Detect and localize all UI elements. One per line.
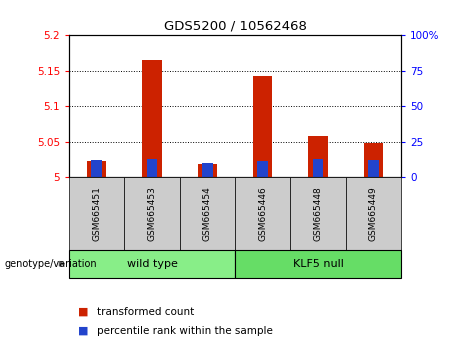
Text: KLF5 null: KLF5 null — [293, 259, 343, 269]
Bar — [180, 177, 235, 250]
Text: GSM665454: GSM665454 — [203, 186, 212, 241]
Text: transformed count: transformed count — [97, 307, 194, 316]
Text: wild type: wild type — [127, 259, 177, 269]
Bar — [69, 177, 124, 250]
Text: GSM665448: GSM665448 — [313, 186, 323, 241]
Bar — [253, 76, 272, 177]
Text: ■: ■ — [78, 326, 89, 336]
Bar — [198, 164, 217, 177]
Text: ■: ■ — [78, 307, 89, 316]
Bar — [313, 159, 324, 177]
Bar — [69, 250, 235, 278]
Text: GSM665449: GSM665449 — [369, 186, 378, 241]
Bar — [124, 177, 180, 250]
Text: percentile rank within the sample: percentile rank within the sample — [97, 326, 273, 336]
Text: GSM665453: GSM665453 — [148, 186, 157, 241]
Bar — [368, 160, 379, 177]
Bar — [147, 159, 158, 177]
Bar — [87, 161, 106, 177]
Bar — [308, 136, 328, 177]
Bar — [202, 163, 213, 177]
Bar — [257, 161, 268, 177]
Bar — [235, 177, 290, 250]
Bar — [290, 177, 346, 250]
Text: GSM665446: GSM665446 — [258, 186, 267, 241]
Bar — [142, 60, 162, 177]
Title: GDS5200 / 10562468: GDS5200 / 10562468 — [164, 20, 307, 33]
Bar — [91, 160, 102, 177]
Text: genotype/variation: genotype/variation — [5, 259, 97, 269]
Text: GSM665451: GSM665451 — [92, 186, 101, 241]
Bar — [364, 143, 383, 177]
Bar — [346, 177, 401, 250]
Bar — [235, 250, 401, 278]
